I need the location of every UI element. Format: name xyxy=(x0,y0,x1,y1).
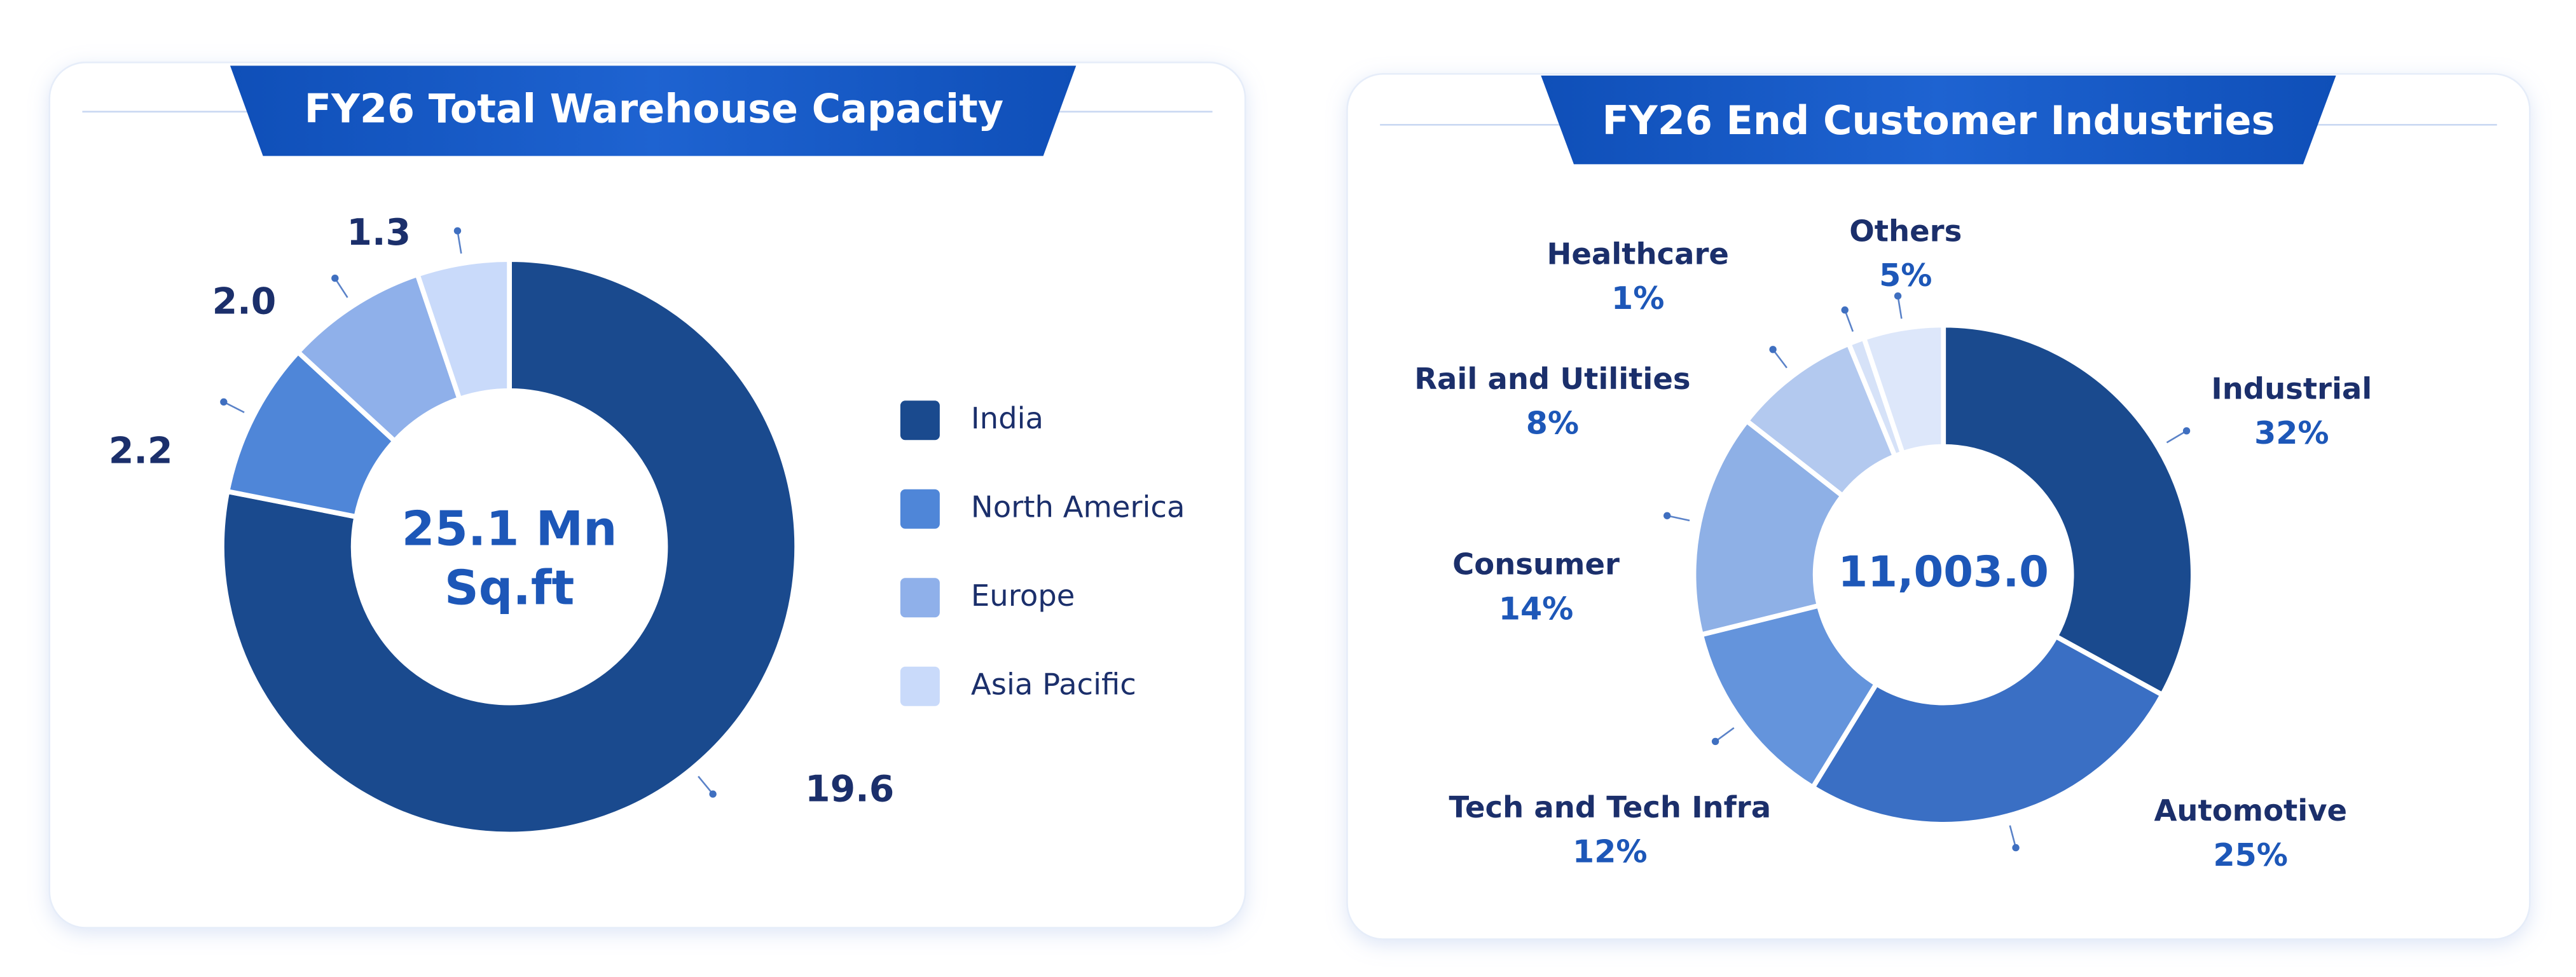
leader-dot xyxy=(1711,737,1719,746)
legend-swatch xyxy=(900,578,940,618)
leader-dot xyxy=(331,275,339,282)
legend-swatch xyxy=(900,666,940,706)
donut-segment xyxy=(1861,322,1946,457)
leader-dot xyxy=(1894,292,1902,300)
donut-hole xyxy=(1817,449,2069,700)
donut-segment xyxy=(1941,322,2196,699)
leader-dot xyxy=(453,227,462,235)
category-label: Industrial xyxy=(2211,371,2372,406)
leader-dot xyxy=(2012,844,2020,852)
leader-line xyxy=(1667,515,1690,522)
title-banner xyxy=(230,65,1077,156)
data-label: 2.0 xyxy=(212,281,277,323)
data-label: 5% xyxy=(1879,257,1932,294)
title-banner xyxy=(1541,75,2336,165)
leader-dot xyxy=(2182,427,2191,435)
donut-segment xyxy=(1691,417,1846,638)
legend-label: North America xyxy=(971,489,1185,524)
leader-line xyxy=(334,277,348,298)
leader-line xyxy=(2166,430,2187,444)
donut-segment xyxy=(219,257,799,837)
legend-label: Asia Pacific xyxy=(971,667,1136,701)
legend-swatch xyxy=(900,489,940,529)
data-label: 12% xyxy=(1573,833,1647,870)
donut-segment xyxy=(414,257,512,402)
leader-dot xyxy=(1663,512,1671,519)
legend-swatch xyxy=(900,400,940,441)
leader-line xyxy=(1897,296,1903,319)
data-label: 14% xyxy=(1499,590,1573,627)
donut-hole xyxy=(355,393,663,700)
leader-line xyxy=(223,401,245,413)
category-label: Tech and Tech Infra xyxy=(1449,790,1772,824)
leader-line xyxy=(698,775,714,795)
category-label: Others xyxy=(1849,214,1962,248)
data-label: 2.2 xyxy=(109,430,173,472)
data-label: 19.6 xyxy=(805,769,894,810)
center-label: 11,003.0 xyxy=(1838,547,2048,597)
leader-dot xyxy=(1769,346,1777,353)
leader-dot xyxy=(1841,306,1849,314)
data-label: 25% xyxy=(2214,837,2288,873)
data-label: 32% xyxy=(2254,414,2329,451)
data-label: 8% xyxy=(1526,405,1579,442)
category-label: Rail and Utilities xyxy=(1414,362,1690,396)
leader-line xyxy=(2009,825,2017,848)
leader-dot xyxy=(709,790,717,798)
donut-segment xyxy=(1809,632,2166,827)
category-label: Consumer xyxy=(1452,547,1620,582)
leader-line xyxy=(1772,349,1787,369)
category-label: Healthcare xyxy=(1547,236,1729,271)
legend-label: India xyxy=(971,401,1043,435)
leader-line xyxy=(1714,727,1735,742)
data-label: 1.3 xyxy=(347,212,411,254)
leader-line xyxy=(457,230,462,254)
chart-title: FY26 Total Warehouse Capacity xyxy=(305,86,1003,132)
center-label: Sq.ft xyxy=(444,559,574,615)
data-label: 1% xyxy=(1611,280,1664,317)
category-label: Automotive xyxy=(2154,793,2347,828)
leader-line xyxy=(1844,310,1854,332)
chart-title: FY26 End Customer Industries xyxy=(1602,97,2275,144)
donut-segment xyxy=(1698,602,1880,791)
center-label: 25.1 Mn xyxy=(402,500,617,556)
leader-dot xyxy=(220,398,228,406)
legend-label: Europe xyxy=(971,578,1075,613)
